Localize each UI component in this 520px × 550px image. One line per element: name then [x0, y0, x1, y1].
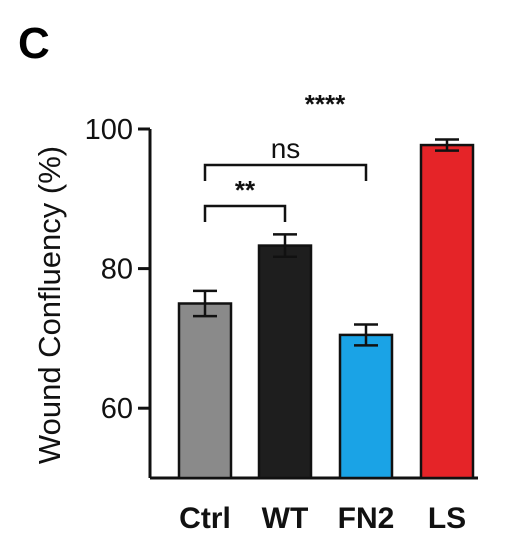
error-bar-fn2	[354, 323, 378, 347]
bar-fn2	[338, 333, 394, 480]
x-tick-label-wt: WT	[262, 502, 309, 535]
bars	[177, 138, 475, 480]
y-tick-label-100: 100	[85, 114, 133, 146]
axes: 60 80 100 Ctrl WT FN2 LS	[85, 114, 478, 535]
sig-bracket-ctrl-fn2-line	[203, 163, 368, 181]
y-tick-label-60: 60	[101, 393, 133, 425]
sig-label-ls: ****	[305, 89, 346, 119]
y-tick-label-80: 80	[101, 254, 133, 286]
error-bar-ctrl	[193, 289, 217, 318]
sig-bracket-ctrl-wt-line	[203, 204, 287, 222]
sig-bracket-ctrl-wt-label: **	[235, 175, 256, 205]
x-tick-label-fn2: FN2	[338, 502, 395, 535]
sig-bracket-ctrl-wt: **	[203, 175, 287, 222]
bar-wt	[257, 244, 313, 480]
y-axis-label: Wound Confluency (%)	[32, 146, 67, 464]
x-tick-label-ctrl: Ctrl	[179, 502, 231, 535]
significance-annotations: ** ns****	[203, 89, 368, 222]
panel-letter: C	[18, 19, 50, 68]
error-bar-wt	[273, 233, 297, 258]
sig-bracket-ctrl-fn2-label: ns	[271, 133, 301, 164]
bar-ctrl	[177, 302, 233, 480]
x-tick-label-ls: LS	[428, 502, 466, 535]
bar-ls	[419, 143, 475, 480]
sig-bracket-ctrl-fn2: ns	[203, 133, 368, 181]
error-bar-ls	[435, 138, 459, 152]
